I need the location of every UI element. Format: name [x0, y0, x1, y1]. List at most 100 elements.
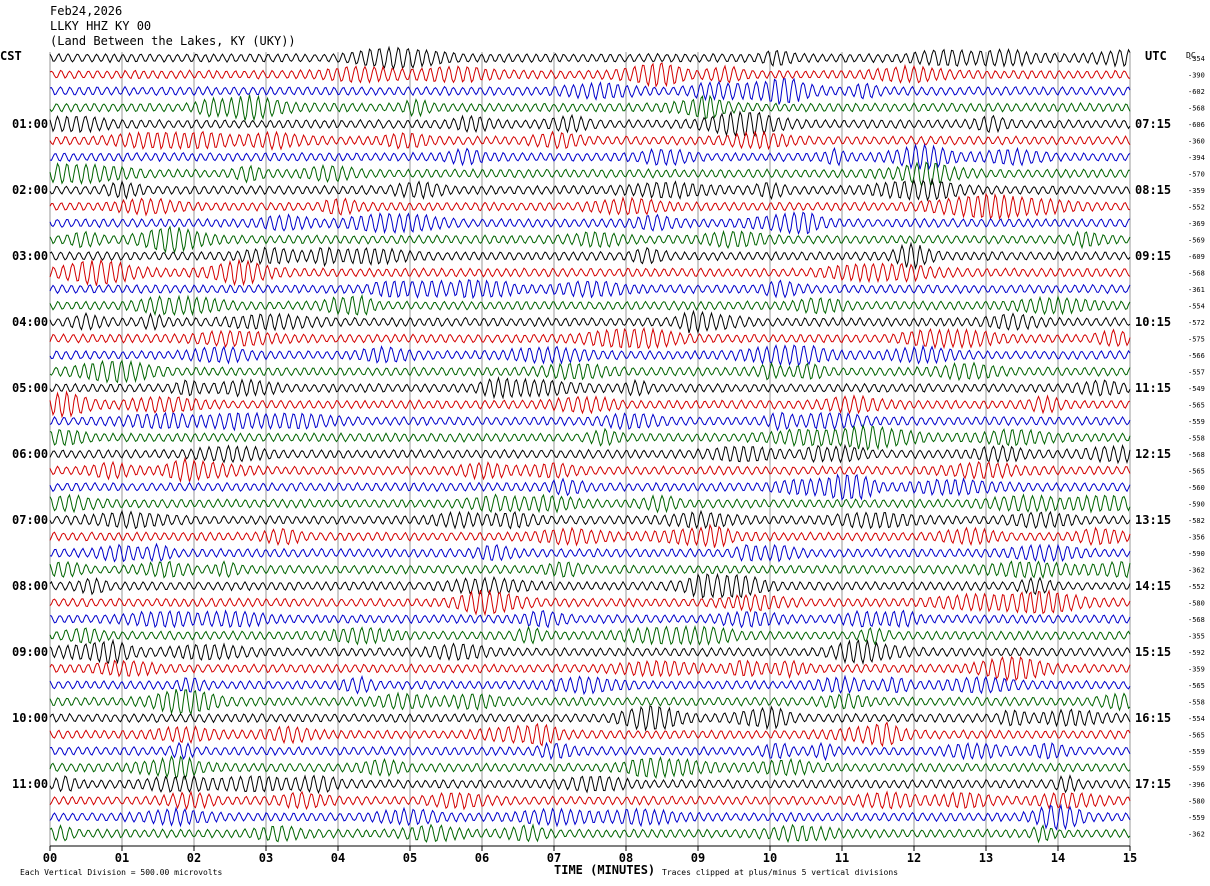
dc-offset-labels: -354 -390 -602 -568 -606 -360 -394 -570 -359 -552… [1188, 55, 1205, 839]
x-tick-label: 06 [475, 851, 489, 865]
seismic-trace [49, 774, 1131, 795]
dc-offset-label: -592 [1188, 649, 1205, 657]
station-location: (Land Between the Lakes, KY (UKY)) [50, 34, 296, 48]
clip-note: Traces clipped at plus/minus 5 vertical … [662, 868, 898, 877]
seismic-trace [49, 375, 1131, 400]
dc-offset-label: -560 [1188, 484, 1205, 492]
seismic-trace [49, 390, 1131, 419]
right-hour-label: 07:15 [1135, 117, 1171, 131]
x-tick-label: 15 [1123, 851, 1137, 865]
dc-offset-label: -572 [1188, 319, 1205, 327]
x-tick-label: 05 [403, 851, 417, 865]
right-hour-label: 11:15 [1135, 381, 1171, 395]
x-tick-label: 00 [43, 851, 57, 865]
seismic-trace [49, 62, 1131, 88]
seismic-trace [49, 130, 1131, 151]
seismic-trace [49, 509, 1131, 530]
dc-offset-label: -558 [1188, 699, 1205, 707]
dc-offset-label: -360 [1188, 138, 1205, 146]
dc-offset-label: -559 [1188, 418, 1205, 426]
x-tick-labels: 00 01 02 03 04 05 06 07 08 09 10 11 12 13 14 15 [43, 846, 1137, 865]
left-hour-label: 01:00 [12, 117, 48, 131]
x-tick-label: 04 [331, 851, 345, 865]
right-hour-label: 14:15 [1135, 579, 1171, 593]
seismic-trace [49, 790, 1131, 811]
dc-offset-label: -394 [1188, 154, 1205, 162]
left-hour-label: 05:00 [12, 381, 48, 395]
seismic-trace [49, 754, 1131, 781]
seismic-trace [49, 721, 1131, 748]
seismic-trace [49, 241, 1131, 271]
dc-offset-label: -362 [1188, 831, 1205, 839]
seismic-trace [49, 192, 1131, 221]
seismic-trace [49, 473, 1131, 501]
right-hour-label: 13:15 [1135, 513, 1171, 527]
dc-offset-label: -552 [1188, 204, 1205, 212]
seismic-trace [49, 326, 1131, 350]
seismic-trace [49, 542, 1131, 564]
seismic-trace [49, 674, 1131, 696]
axes: CST UTC DC TIME (MINUTES) Each Vertical … [0, 49, 1196, 877]
dc-offset-label: -549 [1188, 385, 1205, 393]
dc-offset-label: -570 [1188, 171, 1205, 179]
dc-offset-label: -554 [1188, 303, 1205, 311]
seismic-trace [49, 279, 1131, 300]
dc-offset-label: -552 [1188, 583, 1205, 591]
right-hour-label: 17:15 [1135, 777, 1171, 791]
dc-offset-label: -359 [1188, 187, 1205, 195]
seismic-trace [49, 823, 1131, 844]
minute-grid [49, 52, 1131, 847]
dc-offset-label: -575 [1188, 336, 1205, 344]
seismic-trace [49, 523, 1131, 548]
seismic-trace [49, 589, 1131, 617]
dc-offset-label: -362 [1188, 567, 1205, 575]
dc-offset-label: -356 [1188, 534, 1205, 542]
right-hour-label: 09:15 [1135, 249, 1171, 263]
dc-offset-label: -568 [1188, 451, 1205, 459]
seismic-trace [49, 309, 1131, 335]
seismic-trace [49, 211, 1131, 236]
right-hour-label: 08:15 [1135, 183, 1171, 197]
dc-offset-label: -568 [1188, 105, 1205, 113]
seismic-trace [49, 443, 1131, 465]
left-hour-label: 07:00 [12, 513, 48, 527]
dc-offset-label: -361 [1188, 286, 1205, 294]
dc-offset-label: -559 [1188, 748, 1205, 756]
seismic-trace [49, 609, 1131, 629]
dc-offset-label: -355 [1188, 633, 1205, 641]
x-axis-title: TIME (MINUTES) [554, 863, 655, 877]
seismic-trace [49, 258, 1131, 287]
left-timezone-label: CST [0, 49, 22, 63]
dc-offset-label: -565 [1188, 468, 1205, 476]
right-hour-label: 16:15 [1135, 711, 1171, 725]
x-tick-label: 10 [763, 851, 777, 865]
seismic-trace [49, 456, 1131, 483]
station-code: LLKY HHZ KY 00 [50, 19, 152, 33]
left-hour-label: 09:00 [12, 645, 48, 659]
seismic-trace [49, 704, 1131, 732]
x-tick-label: 07 [547, 851, 561, 865]
x-tick-label: 11 [835, 851, 849, 865]
seismic-trace [49, 161, 1130, 188]
dc-offset-label: -568 [1188, 616, 1205, 624]
dc-offset-label: -582 [1188, 517, 1205, 525]
x-tick-label: 02 [187, 851, 201, 865]
left-hour-label: 04:00 [12, 315, 48, 329]
seismic-trace [49, 741, 1131, 762]
dc-offset-label: -609 [1188, 253, 1205, 261]
dc-offset-label: -569 [1188, 237, 1205, 245]
dc-offset-label: -568 [1188, 270, 1205, 278]
left-hour-label: 11:00 [12, 777, 48, 791]
seismic-trace [49, 689, 1131, 717]
dc-offset-label: -565 [1188, 402, 1205, 410]
seismic-trace [49, 803, 1131, 831]
dc-offset-label: -566 [1188, 352, 1205, 360]
seismic-trace [49, 225, 1131, 254]
right-hour-label: 15:15 [1135, 645, 1171, 659]
x-tick-label: 08 [619, 851, 633, 865]
seismic-trace [49, 359, 1131, 384]
seismic-trace [49, 110, 1131, 138]
left-hour-label: 03:00 [12, 249, 48, 263]
seismic-trace [49, 493, 1131, 514]
dc-offset-label: -557 [1188, 369, 1205, 377]
